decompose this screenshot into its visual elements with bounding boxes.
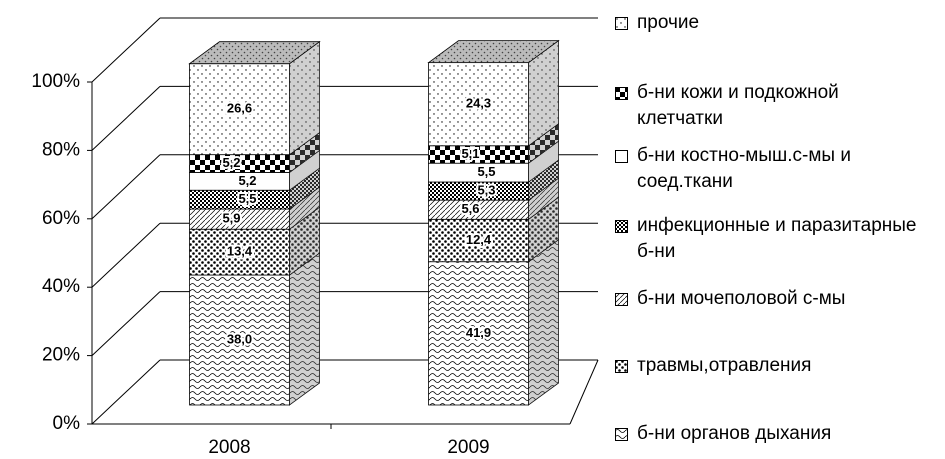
bar-side-shade bbox=[528, 178, 559, 220]
bar-segment bbox=[189, 228, 290, 276]
bar-segment bbox=[428, 62, 529, 147]
bar-side-shade bbox=[289, 253, 320, 405]
legend-label: б-ни кожи и подкожной клетчатки bbox=[637, 82, 839, 129]
legend-item: б-ни мочеполовой с-мы bbox=[615, 286, 925, 312]
data-label: 5,9 bbox=[222, 211, 240, 226]
legend-item: травмы,отравления bbox=[615, 353, 925, 379]
data-label: 38,0 bbox=[227, 331, 252, 346]
grid-line bbox=[91, 17, 161, 83]
data-label: 24,3 bbox=[466, 96, 491, 111]
legend-swatch bbox=[615, 87, 628, 100]
data-label: 5,6 bbox=[461, 201, 479, 216]
legend-swatch bbox=[615, 17, 628, 30]
data-label: 5,5 bbox=[238, 191, 256, 206]
bar-side-shade bbox=[528, 141, 559, 183]
legend-swatch bbox=[615, 150, 628, 163]
legend-label: б-ни мочеполовой с-мы bbox=[637, 288, 846, 309]
bar-side-shade bbox=[528, 160, 559, 201]
data-label: 41,9 bbox=[466, 325, 491, 340]
y-tick-label: 20% bbox=[42, 345, 80, 366]
legend-label: травмы,отравления bbox=[637, 355, 812, 376]
data-label: 26,6 bbox=[227, 101, 252, 116]
y-tick-label: 0% bbox=[53, 413, 81, 434]
bar-side-shade bbox=[289, 150, 320, 191]
legend-swatch bbox=[615, 293, 628, 306]
legend-swatch bbox=[615, 428, 628, 441]
bar-side-shade bbox=[528, 123, 559, 164]
bar-side-shade bbox=[528, 239, 559, 405]
grid-line bbox=[91, 154, 161, 220]
y-tick-label: 60% bbox=[42, 208, 80, 229]
grid-line bbox=[91, 222, 161, 288]
legend-item: б-ни кожи и подкожной клетчатки bbox=[615, 80, 925, 132]
data-label: 5,2 bbox=[222, 155, 240, 170]
legend-label: б-ни костно-мыш.с-мы и соед.ткани bbox=[637, 145, 851, 192]
legend-label: инфекционные и паразитарные б-ни bbox=[637, 215, 917, 262]
grid-line bbox=[91, 359, 161, 425]
bar-segment bbox=[189, 274, 290, 406]
legend-swatch bbox=[615, 360, 628, 373]
x-tick-label: 2009 bbox=[447, 437, 489, 458]
data-label: 5,5 bbox=[477, 164, 495, 179]
legend-item: инфекционные и паразитарные б-ни bbox=[615, 213, 925, 265]
legend-swatch bbox=[615, 220, 628, 233]
data-label: 5,3 bbox=[477, 183, 495, 198]
y-tick-label: 100% bbox=[31, 71, 80, 92]
legend-item: прочие bbox=[615, 10, 925, 36]
bar-segment bbox=[189, 63, 290, 156]
bar-side-shade bbox=[289, 132, 320, 173]
y-tick-label: 40% bbox=[42, 276, 80, 297]
bar-side-shade bbox=[528, 40, 559, 146]
data-label: 5,1 bbox=[461, 146, 479, 161]
y-tick-label: 80% bbox=[42, 139, 80, 160]
bar-side-shade bbox=[289, 168, 320, 210]
legend-item: б-ни органов дыхания bbox=[615, 421, 925, 447]
bar-top bbox=[427, 40, 560, 64]
grid-line bbox=[91, 291, 161, 356]
data-label: 13,4 bbox=[227, 244, 253, 259]
x-tick-label: 2008 bbox=[208, 437, 250, 458]
legend-label: б-ни органов дыхания bbox=[637, 423, 832, 444]
data-label: 5,2 bbox=[238, 173, 256, 188]
bar-side-shade bbox=[289, 187, 320, 230]
bar-segment bbox=[428, 261, 529, 406]
bar-top bbox=[188, 41, 321, 65]
legend-item: б-ни костно-мыш.с-мы и соед.ткани bbox=[615, 143, 925, 195]
bar-side-shade bbox=[289, 41, 320, 155]
bar-side-shade bbox=[528, 197, 559, 262]
grid-line bbox=[91, 86, 161, 151]
floor-edge bbox=[569, 359, 599, 425]
data-label: 12,4 bbox=[466, 232, 492, 247]
legend-label: прочие bbox=[637, 12, 700, 33]
